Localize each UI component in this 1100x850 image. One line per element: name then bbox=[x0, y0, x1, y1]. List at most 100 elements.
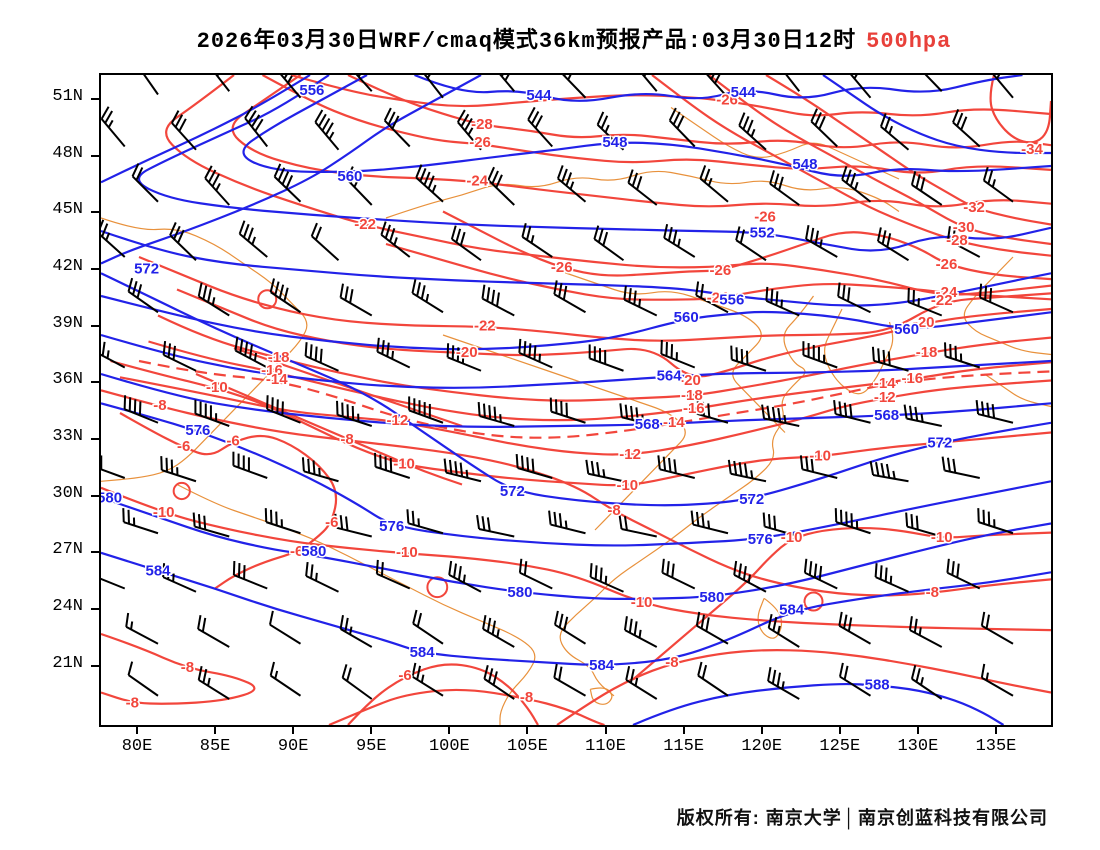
wind-barb bbox=[588, 344, 624, 372]
wind-barb bbox=[761, 404, 800, 427]
temp-contour--22b bbox=[138, 255, 1051, 342]
wind-barb bbox=[355, 75, 373, 92]
lat-tick-label: 30N bbox=[52, 483, 83, 503]
temp-contour--28b bbox=[651, 75, 1051, 257]
temp-contour-label: -12 bbox=[619, 446, 641, 463]
wind-barbs-layer bbox=[101, 75, 1014, 700]
height-contour-label: 544 bbox=[526, 87, 552, 104]
temp-contour-label: -26 bbox=[551, 259, 573, 276]
wind-barb bbox=[162, 340, 197, 372]
temp-contour-label: -8 bbox=[340, 431, 353, 448]
temp-contour-label: -24 bbox=[936, 284, 958, 301]
wind-barb bbox=[992, 75, 1014, 99]
temp-contour-label: -10 bbox=[781, 529, 803, 546]
wind-barb bbox=[215, 75, 231, 92]
lon-tick-label: 135E bbox=[975, 737, 1017, 756]
wind-barb bbox=[905, 512, 943, 538]
temp-contour-blob bbox=[426, 576, 449, 599]
temp-contour-label: -14 bbox=[874, 375, 896, 392]
lat-tick-mark bbox=[91, 494, 100, 497]
temp-contour--10c bbox=[632, 526, 1051, 681]
height-contour-552 bbox=[137, 75, 1051, 252]
temp-contour-label: -16 bbox=[261, 362, 283, 379]
wind-barb bbox=[627, 169, 658, 206]
wind-barb bbox=[876, 227, 910, 262]
temp-contour-label: -14 bbox=[663, 414, 685, 431]
temp-contour--10b bbox=[101, 486, 1051, 632]
lat-tick-mark bbox=[91, 268, 100, 270]
lat-tick-mark bbox=[91, 381, 100, 384]
wind-barb bbox=[204, 165, 230, 206]
wind-barb bbox=[518, 338, 553, 369]
coastline bbox=[101, 217, 308, 482]
height-contour-label: 572 bbox=[739, 491, 764, 508]
wind-barb bbox=[697, 661, 729, 697]
lon-tick-mark bbox=[448, 725, 451, 734]
coastline bbox=[984, 373, 1051, 408]
temp-contour--30 bbox=[708, 75, 1051, 246]
temp-contour-label: -12 bbox=[387, 412, 409, 429]
height-contour-label: 572 bbox=[134, 261, 159, 278]
lat-tick-label: 21N bbox=[52, 653, 83, 673]
wind-barb bbox=[695, 281, 729, 314]
wind-barb bbox=[690, 510, 729, 535]
lon-tick-mark bbox=[916, 725, 919, 734]
temp-contour-label: -6 bbox=[325, 514, 338, 531]
wind-barb bbox=[980, 611, 1014, 645]
wind-barb bbox=[979, 283, 1014, 314]
wind-barb bbox=[738, 112, 767, 151]
temp-contour-label: -22 bbox=[474, 317, 496, 334]
wind-barb bbox=[194, 399, 230, 427]
wind-barb bbox=[476, 515, 515, 538]
temp-contour--12a bbox=[119, 376, 1051, 456]
temp-contour--6a bbox=[119, 412, 338, 590]
temp-contour-label: -20 bbox=[679, 372, 701, 389]
height-contour-label: 568 bbox=[874, 407, 899, 424]
wind-barb bbox=[548, 510, 586, 535]
lon-tick-label: 125E bbox=[819, 737, 861, 756]
wind-barb bbox=[838, 611, 871, 645]
temp-contour--14a bbox=[138, 359, 1051, 439]
temp-contour--6b bbox=[347, 663, 539, 725]
temp-contour-blob bbox=[172, 481, 191, 501]
wind-barb bbox=[131, 163, 159, 203]
wind-barb bbox=[280, 75, 302, 99]
wind-barb bbox=[641, 75, 658, 92]
wind-barb bbox=[127, 661, 159, 697]
wind-barb bbox=[767, 614, 800, 648]
lon-tick-label: 130E bbox=[897, 737, 939, 756]
height-contour-label: 580 bbox=[301, 543, 326, 560]
height-contour-label: 576 bbox=[748, 531, 773, 548]
wind-barb bbox=[269, 661, 302, 697]
latitude-axis: 51N 48N 45N 42N 39N 36N 33N 30N 27N 24N 21N bbox=[0, 73, 100, 727]
wind-barb bbox=[101, 106, 126, 148]
lon-tick-mark bbox=[760, 725, 763, 734]
wind-barb bbox=[481, 284, 515, 317]
lat-tick-mark bbox=[91, 211, 100, 214]
lon-tick-label: 85E bbox=[199, 737, 231, 756]
lon-tick-label: 95E bbox=[355, 737, 387, 756]
copyright-owner-label: 版权所有: bbox=[676, 808, 760, 828]
lat-tick-label: 24N bbox=[52, 597, 83, 617]
height-contour-560e bbox=[101, 294, 1051, 351]
coastline bbox=[442, 334, 686, 531]
copyright-company: 南京创蓝科技有限公司 bbox=[858, 808, 1048, 828]
wind-barb bbox=[549, 397, 586, 424]
lon-tick-mark bbox=[994, 725, 997, 734]
wind-barb bbox=[482, 615, 515, 648]
wind-barb bbox=[767, 667, 800, 700]
wind-barb bbox=[448, 560, 482, 593]
temp-contour--28a bbox=[347, 75, 1051, 149]
wind-barb bbox=[553, 280, 587, 314]
wind-barb bbox=[341, 664, 373, 700]
wind-barb bbox=[143, 75, 159, 96]
temp-contour-label: -24 bbox=[707, 289, 729, 306]
temp-contour--8d bbox=[556, 649, 1051, 725]
wind-barb bbox=[660, 339, 696, 369]
wind-barb bbox=[668, 107, 696, 148]
temp-contour-label: -24 bbox=[466, 172, 488, 189]
lon-tick-mark bbox=[682, 725, 685, 734]
temp-contour--20a bbox=[176, 288, 1051, 378]
lon-tick-mark bbox=[838, 725, 841, 734]
wind-barb bbox=[803, 558, 838, 590]
